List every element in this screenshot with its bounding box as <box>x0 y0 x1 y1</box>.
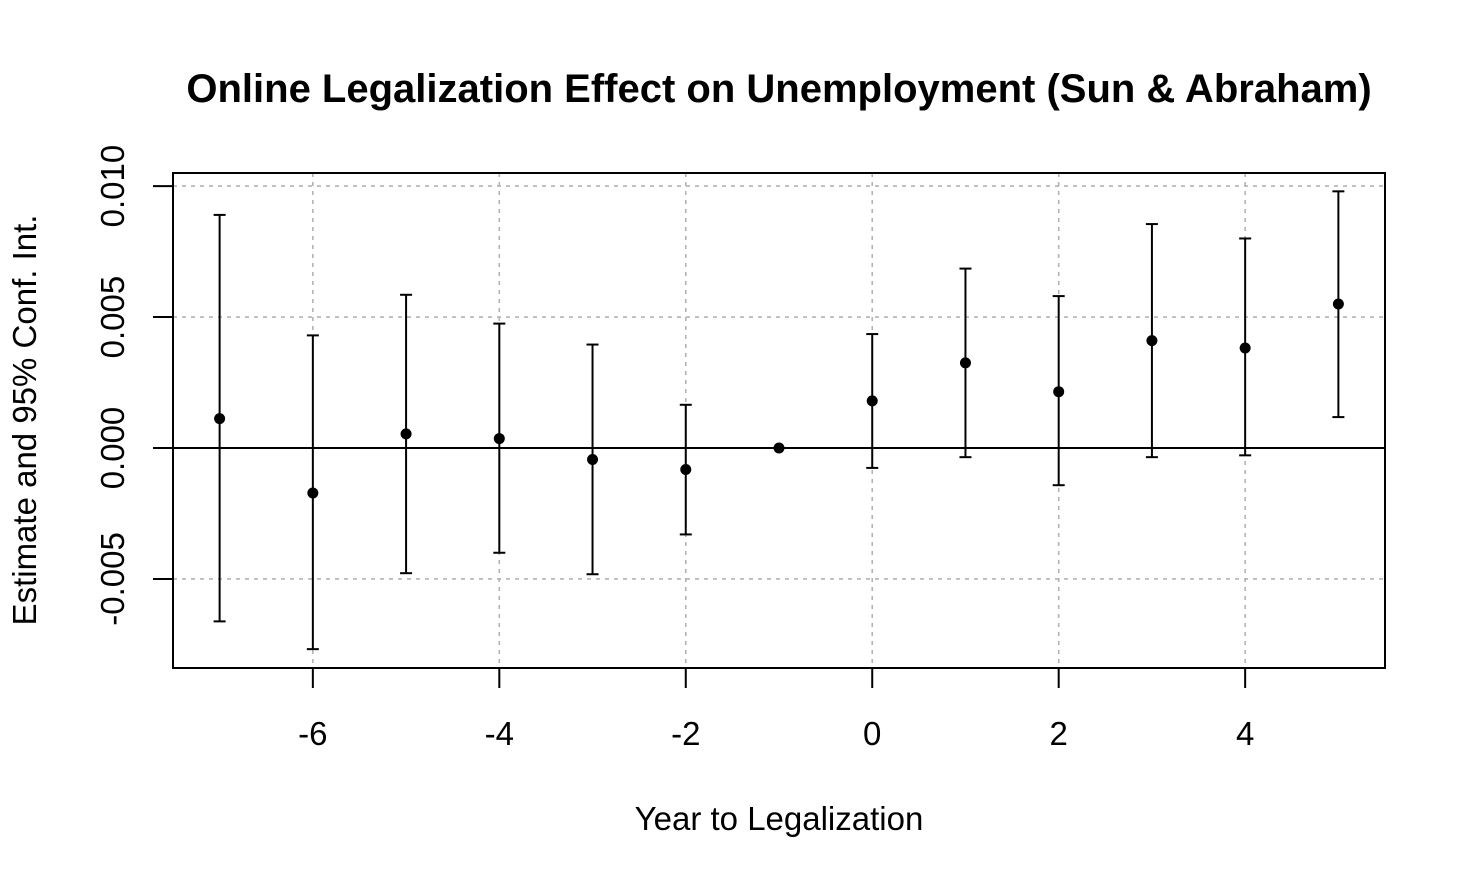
y-tick-label: 0.000 <box>94 407 131 490</box>
point-estimate <box>959 357 971 369</box>
x-axis-label: Year to Legalization <box>635 800 924 837</box>
point-estimate <box>773 442 785 454</box>
point-estimate <box>1332 298 1344 310</box>
grid-lines <box>173 173 1385 668</box>
x-tick-label: -4 <box>485 715 514 752</box>
point-estimate <box>1239 342 1251 354</box>
error-bars <box>213 190 1345 651</box>
y-axis-label: Estimate and 95% Conf. Int. <box>6 215 43 626</box>
y-tick-label: -0.005 <box>94 532 131 626</box>
point-estimate <box>587 454 599 466</box>
y-axis: -0.005 0.000 0.005 0.010 <box>94 145 173 626</box>
point-estimate <box>307 487 319 499</box>
y-tick-label: 0.010 <box>94 145 131 228</box>
x-axis: -6 -4 -2 0 2 4 <box>298 668 1254 752</box>
point-estimates <box>214 298 1344 499</box>
point-estimate <box>866 395 878 407</box>
plot-frame <box>172 172 1386 669</box>
y-tick-label: 0.005 <box>94 276 131 359</box>
point-estimate <box>493 433 505 445</box>
point-estimate <box>214 413 226 425</box>
point-estimate <box>1053 386 1065 398</box>
point-estimate <box>1146 335 1158 347</box>
x-tick-label: 0 <box>863 715 881 752</box>
x-tick-label: 2 <box>1050 715 1068 752</box>
x-tick-label: -2 <box>671 715 700 752</box>
point-estimate <box>680 463 692 475</box>
x-tick-label: 4 <box>1236 715 1254 752</box>
chart-title: Online Legalization Effect on Unemployme… <box>186 67 1371 111</box>
x-tick-label: -6 <box>298 715 327 752</box>
point-estimate <box>400 428 412 440</box>
